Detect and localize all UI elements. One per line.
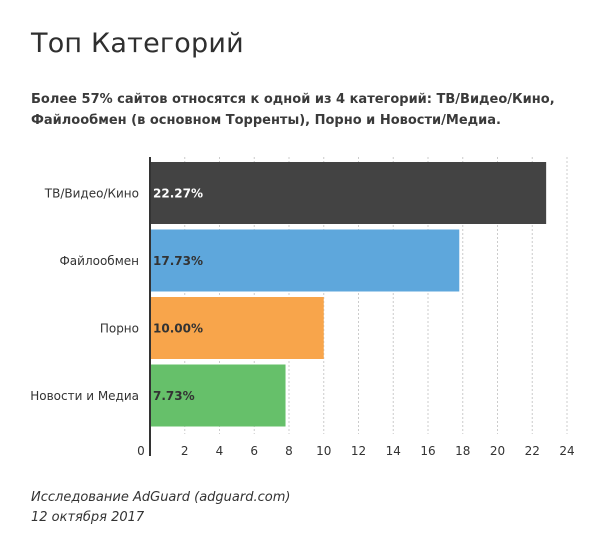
chart-subtitle: Более 57% сайтов относятся к одной из 4 … (31, 92, 555, 128)
x-tick-label: 16 (420, 444, 435, 458)
category-label: Новости и Медиа (30, 389, 139, 403)
category-label: Порно (100, 322, 139, 336)
x-tick-label: 10 (316, 444, 331, 458)
x-tick-labels: 0 2 4 6 8 10 12 14 16 18 20 22 24 (137, 444, 574, 458)
x-tick-label: 0 (137, 444, 145, 458)
chart-title: Топ Категорий (31, 28, 244, 59)
bar (150, 297, 324, 359)
footer-source: Исследование AdGuard (adguard.com) (31, 490, 291, 505)
x-tick-label: 14 (386, 444, 401, 458)
x-tick-label: 18 (455, 444, 470, 458)
bar-data-label: 22.27% (153, 187, 203, 201)
bar (150, 162, 547, 224)
x-tick-label: 8 (285, 444, 293, 458)
bar (150, 229, 460, 292)
bar-data-label: 17.73% (153, 254, 203, 268)
bar (150, 364, 286, 427)
bars: 22.27% 17.73% 10.00% 7.73% (150, 162, 547, 427)
bar-data-label: 7.73% (153, 389, 195, 403)
category-label: Файлообмен (59, 254, 139, 268)
x-tick-label: 2 (181, 444, 189, 458)
bar-data-label: 10.00% (153, 322, 203, 336)
footer: Исследование AdGuard (adguard.com) 12 ок… (31, 488, 290, 528)
bar-chart: 22.27% 17.73% 10.00% 7.73% ТВ/Видео/Кино Фай… (30, 157, 575, 458)
footer-date: 12 октября 2017 (31, 510, 145, 525)
x-tick-label: 24 (559, 444, 574, 458)
category-label: ТВ/Видео/Кино (44, 187, 139, 201)
x-tick-label: 12 (351, 444, 366, 458)
x-tick-label: 6 (250, 444, 258, 458)
x-tick-label: 22 (525, 444, 540, 458)
category-labels: ТВ/Видео/Кино Файлообмен Порно Новости и Ме… (30, 187, 139, 404)
x-tick-label: 20 (490, 444, 505, 458)
x-tick-label: 4 (216, 444, 224, 458)
